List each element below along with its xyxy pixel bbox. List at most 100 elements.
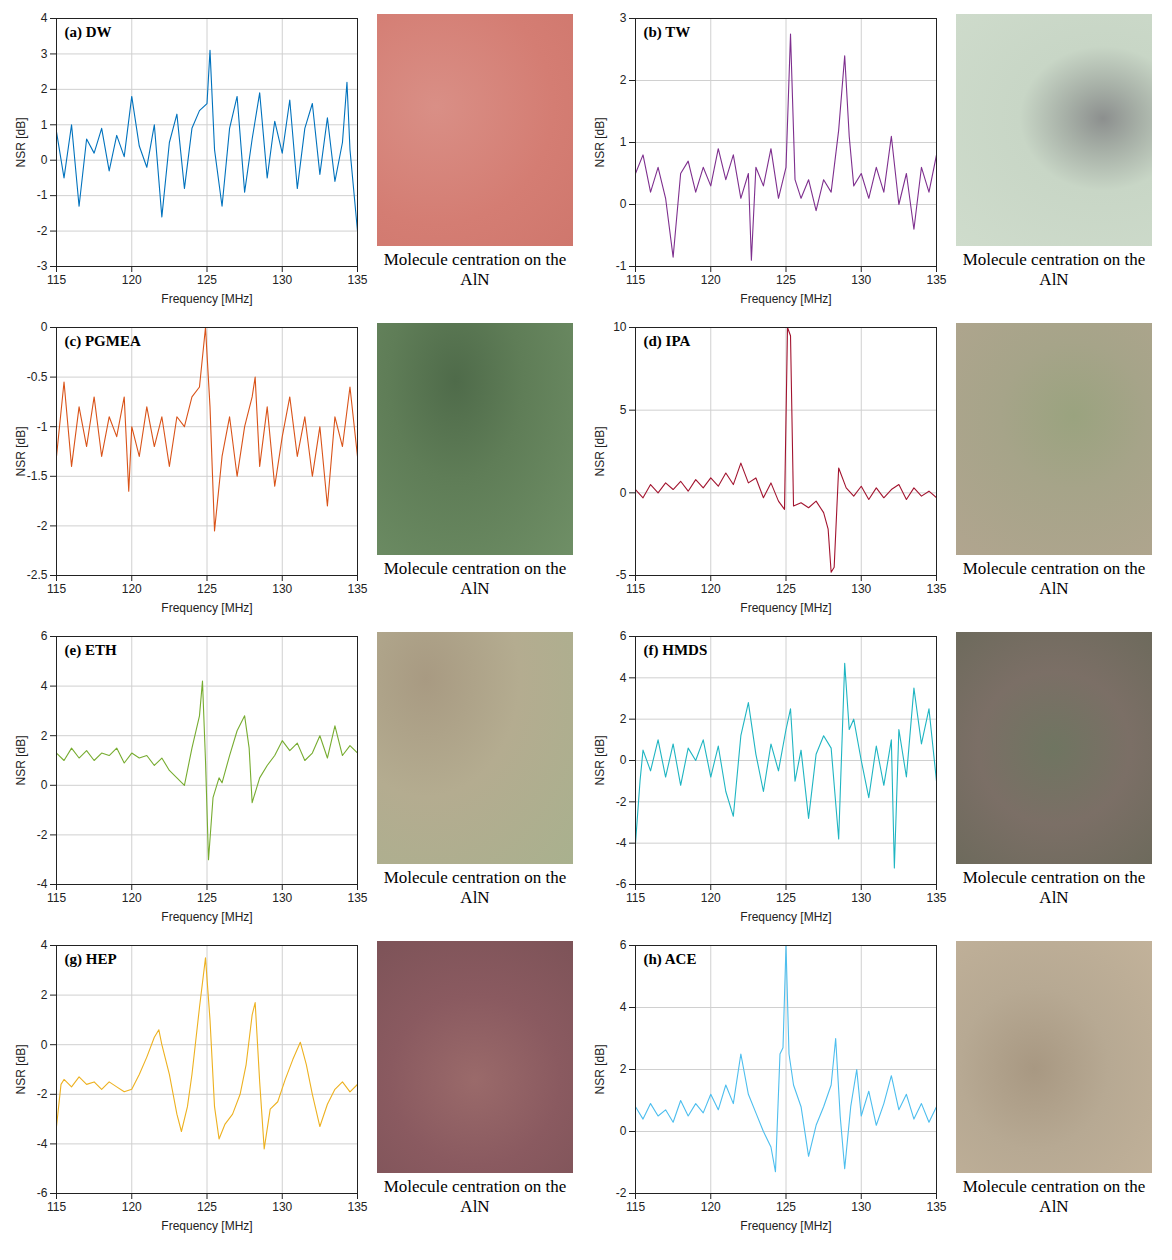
svg-text:6: 6 — [41, 629, 48, 643]
svg-text:Frequency [MHz]: Frequency [MHz] — [161, 601, 252, 615]
svg-text:125: 125 — [197, 1200, 217, 1214]
svg-text:3: 3 — [41, 47, 48, 61]
svg-text:135: 135 — [926, 582, 946, 596]
svg-text:Frequency [MHz]: Frequency [MHz] — [740, 910, 831, 924]
svg-text:120: 120 — [701, 891, 721, 905]
svg-text:6: 6 — [620, 629, 627, 643]
svg-text:-2: -2 — [37, 1087, 48, 1101]
svg-text:-2: -2 — [37, 224, 48, 238]
svg-text:0: 0 — [620, 753, 627, 767]
svg-text:-6: -6 — [37, 1186, 48, 1200]
svg-text:125: 125 — [776, 582, 796, 596]
svg-text:130: 130 — [851, 891, 871, 905]
svg-text:-0.5: -0.5 — [27, 370, 48, 384]
svg-text:2: 2 — [620, 1062, 627, 1076]
svg-text:Frequency [MHz]: Frequency [MHz] — [740, 1219, 831, 1233]
svg-text:130: 130 — [272, 273, 292, 287]
svg-text:NSR [dB]: NSR [dB] — [593, 1044, 607, 1094]
svg-text:NSR [dB]: NSR [dB] — [14, 735, 28, 785]
svg-text:115: 115 — [47, 273, 66, 287]
svg-text:0: 0 — [41, 778, 48, 792]
svg-text:NSR [dB]: NSR [dB] — [593, 735, 607, 785]
svg-text:Frequency [MHz]: Frequency [MHz] — [161, 1219, 252, 1233]
svg-text:125: 125 — [197, 273, 217, 287]
svg-text:-2: -2 — [616, 795, 627, 809]
svg-text:0: 0 — [41, 320, 48, 334]
svg-text:135: 135 — [926, 891, 946, 905]
svg-text:125: 125 — [776, 273, 796, 287]
svg-text:NSR [dB]: NSR [dB] — [14, 117, 28, 167]
svg-text:0: 0 — [620, 486, 627, 500]
svg-text:4: 4 — [41, 938, 48, 952]
svg-text:-3: -3 — [37, 259, 48, 273]
svg-text:125: 125 — [197, 891, 217, 905]
svg-text:(d) IPA: (d) IPA — [644, 333, 691, 350]
svg-text:Frequency [MHz]: Frequency [MHz] — [161, 910, 252, 924]
svg-text:Frequency [MHz]: Frequency [MHz] — [161, 292, 252, 306]
svg-text:-4: -4 — [37, 1137, 48, 1151]
svg-text:(f) HMDS: (f) HMDS — [644, 642, 708, 659]
svg-text:-2: -2 — [37, 828, 48, 842]
svg-text:6: 6 — [620, 938, 627, 952]
svg-text:135: 135 — [347, 582, 367, 596]
svg-text:4: 4 — [41, 679, 48, 693]
svg-text:130: 130 — [851, 1200, 871, 1214]
svg-text:-1: -1 — [37, 420, 48, 434]
svg-text:135: 135 — [347, 891, 367, 905]
svg-text:4: 4 — [620, 671, 627, 685]
svg-text:4: 4 — [41, 11, 48, 25]
svg-text:120: 120 — [701, 1200, 721, 1214]
svg-text:-1.5: -1.5 — [27, 469, 48, 483]
svg-text:10: 10 — [613, 320, 627, 334]
svg-text:(b) TW: (b) TW — [644, 24, 691, 41]
svg-text:(h) ACE: (h) ACE — [644, 951, 697, 968]
svg-text:Frequency [MHz]: Frequency [MHz] — [740, 292, 831, 306]
svg-text:115: 115 — [626, 582, 645, 596]
svg-text:120: 120 — [122, 1200, 142, 1214]
svg-text:115: 115 — [47, 582, 66, 596]
svg-text:3: 3 — [620, 11, 627, 25]
svg-text:130: 130 — [272, 1200, 292, 1214]
svg-text:135: 135 — [926, 273, 946, 287]
svg-text:120: 120 — [701, 582, 721, 596]
svg-text:0: 0 — [41, 1038, 48, 1052]
svg-text:-2: -2 — [37, 519, 48, 533]
svg-text:115: 115 — [47, 891, 66, 905]
svg-text:NSR [dB]: NSR [dB] — [593, 117, 607, 167]
svg-text:2: 2 — [620, 73, 627, 87]
svg-text:125: 125 — [776, 1200, 796, 1214]
svg-text:(e) ETH: (e) ETH — [65, 642, 117, 659]
svg-text:0: 0 — [41, 153, 48, 167]
svg-text:2: 2 — [41, 988, 48, 1002]
svg-text:(c) PGMEA: (c) PGMEA — [65, 333, 141, 350]
svg-text:0: 0 — [620, 1124, 627, 1138]
svg-text:125: 125 — [776, 891, 796, 905]
svg-text:-1: -1 — [616, 259, 627, 273]
svg-text:135: 135 — [926, 1200, 946, 1214]
svg-text:130: 130 — [851, 273, 871, 287]
svg-text:120: 120 — [122, 273, 142, 287]
svg-text:-5: -5 — [616, 568, 627, 582]
svg-text:135: 135 — [347, 273, 367, 287]
svg-text:115: 115 — [626, 891, 645, 905]
svg-text:115: 115 — [626, 273, 645, 287]
svg-text:-4: -4 — [616, 836, 627, 850]
svg-text:5: 5 — [620, 403, 627, 417]
svg-text:115: 115 — [626, 1200, 645, 1214]
svg-text:0: 0 — [620, 197, 627, 211]
svg-text:NSR [dB]: NSR [dB] — [14, 426, 28, 476]
svg-text:NSR [dB]: NSR [dB] — [593, 426, 607, 476]
svg-text:120: 120 — [122, 891, 142, 905]
svg-text:1: 1 — [41, 118, 48, 132]
svg-text:(a) DW: (a) DW — [65, 24, 112, 41]
svg-text:130: 130 — [851, 582, 871, 596]
svg-text:2: 2 — [620, 712, 627, 726]
svg-text:135: 135 — [347, 1200, 367, 1214]
svg-text:125: 125 — [197, 582, 217, 596]
svg-text:120: 120 — [122, 582, 142, 596]
svg-text:115: 115 — [47, 1200, 66, 1214]
svg-text:Frequency [MHz]: Frequency [MHz] — [740, 601, 831, 615]
svg-text:-1: -1 — [37, 188, 48, 202]
svg-text:130: 130 — [272, 891, 292, 905]
svg-text:2: 2 — [41, 729, 48, 743]
